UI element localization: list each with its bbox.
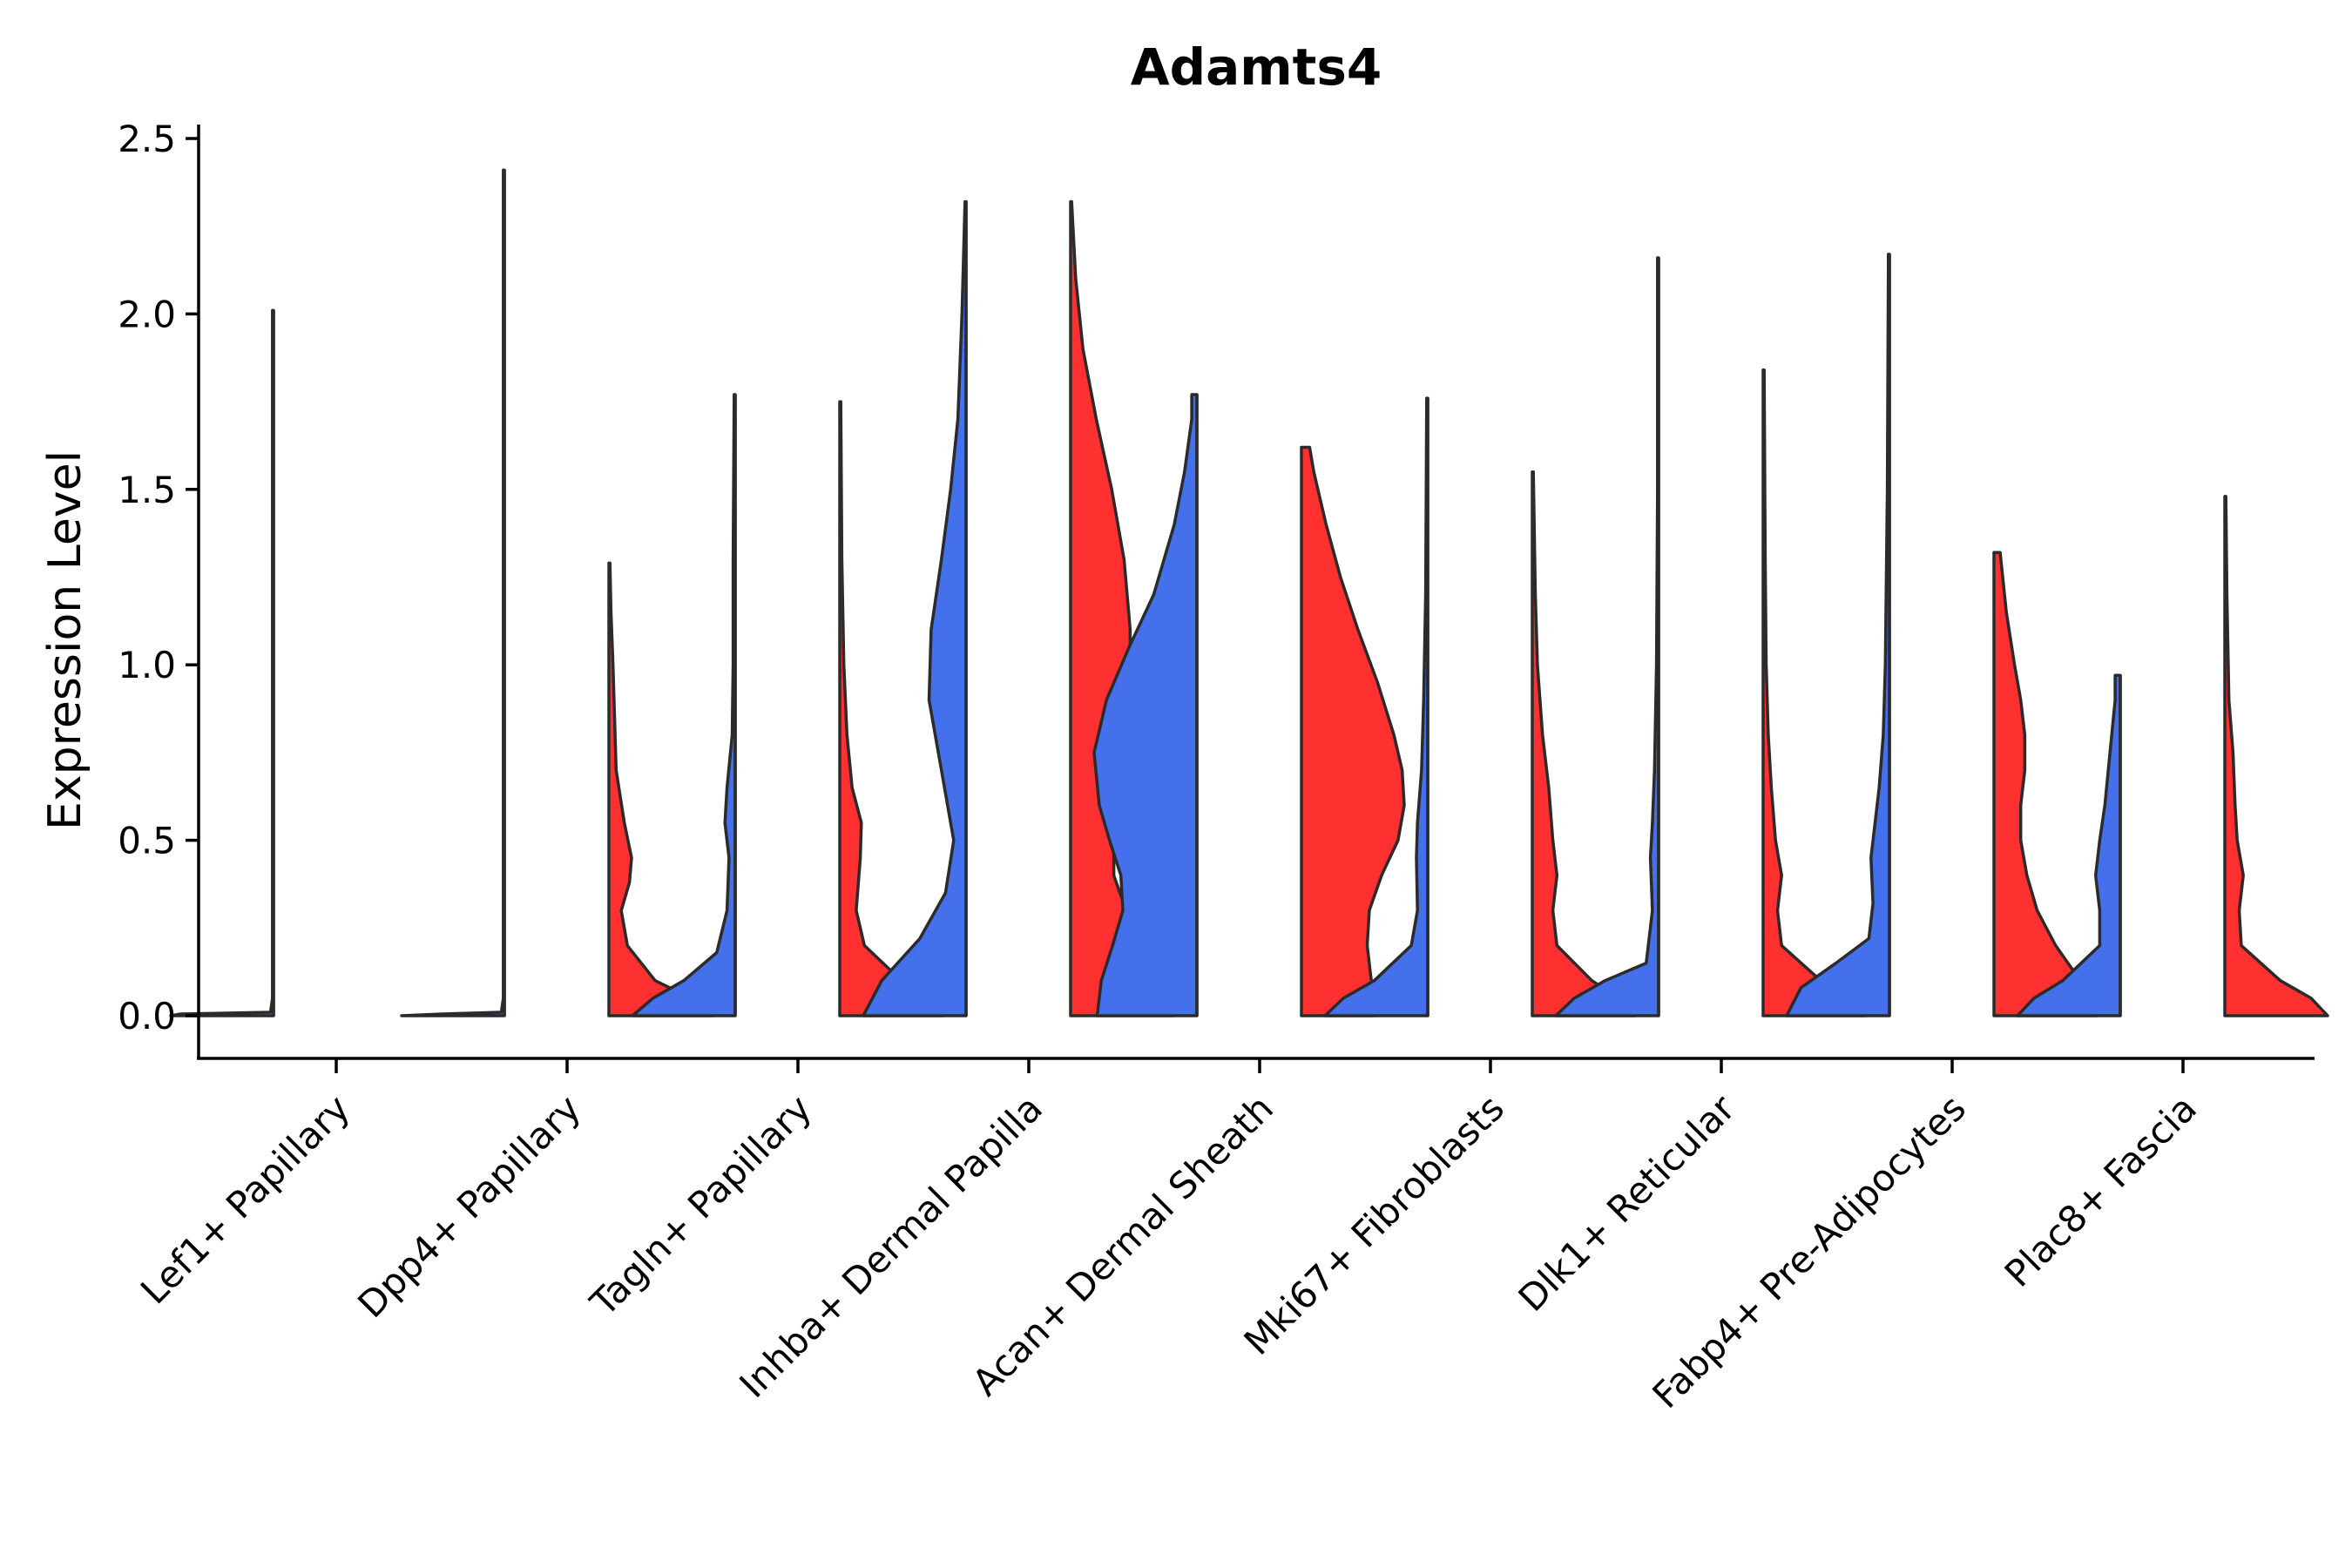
- x-tick-label: Dpp4+ Papillary: [349, 1086, 589, 1326]
- x-tick-label: Dlk1+ Reticular: [1511, 1086, 1744, 1320]
- y-tick-label: 0.5: [118, 820, 176, 862]
- x-tick-label: Tagln+ Papillary: [582, 1086, 820, 1324]
- y-tick-label: 2.0: [118, 293, 176, 335]
- violin-right: [1992, 551, 2099, 1017]
- violin-left: [169, 308, 275, 1017]
- violin-left: [1785, 253, 1891, 1017]
- y-tick-label: 1.5: [118, 469, 176, 511]
- violin-group: [169, 168, 2329, 1017]
- y-tick-label: 0.0: [118, 995, 176, 1037]
- violin-left: [1092, 393, 1199, 1017]
- violin-left: [2016, 673, 2122, 1017]
- y-tick-label: 2.5: [118, 118, 176, 160]
- violin-left: [1554, 256, 1660, 1017]
- x-tick-label: Lef1+ Papillary: [132, 1086, 358, 1312]
- violin-left: [862, 199, 968, 1017]
- y-tick-label: 1.0: [118, 644, 176, 686]
- violin-right: [607, 561, 713, 1017]
- violin-left: [400, 168, 506, 1017]
- chart-title: Adamts4: [1131, 37, 1382, 97]
- violin-right: [1761, 368, 1868, 1017]
- x-tick-label: Mki67+ Fibroblasts: [1236, 1086, 1512, 1362]
- violin-left: [631, 393, 737, 1017]
- violin-right: [2223, 495, 2329, 1017]
- violin-right: [1300, 445, 1406, 1017]
- y-ticks: 0.0 0.5 1.0 1.5 2.0 2.5: [118, 118, 199, 1037]
- x-tick-label: Plac8+ Fascia: [1997, 1086, 2205, 1294]
- violin-right: [1531, 470, 1637, 1017]
- axes: [197, 125, 2315, 1060]
- y-axis-label: Expression Level: [39, 450, 91, 830]
